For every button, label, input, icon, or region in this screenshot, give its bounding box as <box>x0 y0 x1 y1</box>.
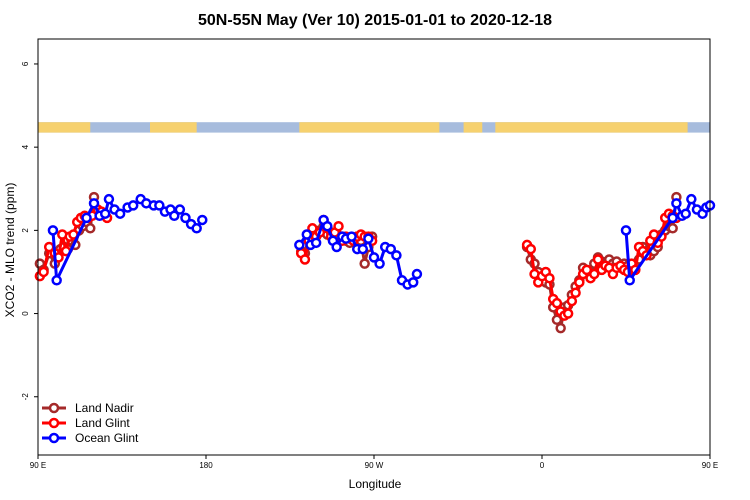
land-band <box>495 122 688 133</box>
data-point <box>667 223 678 234</box>
data-point <box>363 233 374 244</box>
data-point <box>359 258 370 269</box>
data-point <box>346 231 357 242</box>
data-point <box>99 208 111 219</box>
data-point <box>307 223 318 234</box>
x-axis-label: Longitude <box>349 477 402 491</box>
data-point <box>624 275 635 286</box>
data-point <box>301 229 313 240</box>
series-ocean-glint <box>47 193 716 290</box>
data-point <box>114 208 126 219</box>
y-tick-label: 0 <box>21 311 30 316</box>
x-tick-label: 90 W <box>365 461 384 470</box>
data-point <box>174 204 186 215</box>
data-point <box>368 252 380 263</box>
data-point <box>197 214 208 226</box>
data-point <box>551 314 563 326</box>
data-point <box>570 287 581 299</box>
data-point <box>391 250 402 261</box>
chart-title: 50N-55N May (Ver 10) 2015-01-01 to 2020-… <box>198 12 552 29</box>
y-tick-label: 4 <box>21 144 30 149</box>
data-point <box>85 223 96 234</box>
data-point <box>667 212 678 224</box>
data-point <box>127 200 139 211</box>
data-point <box>407 277 419 288</box>
data-point <box>322 220 333 232</box>
data-point <box>38 266 49 278</box>
y-tick-label: -2 <box>21 393 30 401</box>
data-point <box>310 237 322 249</box>
data-point <box>686 193 697 205</box>
data-point <box>592 254 604 265</box>
data-point <box>154 200 165 211</box>
legend-marker <box>48 432 60 444</box>
y-axis-label: XCO2 - MLO trend (ppm) <box>3 183 17 318</box>
series-layer <box>34 191 716 334</box>
data-point <box>555 322 566 334</box>
data-point <box>333 220 344 232</box>
data-point <box>566 295 578 307</box>
data-point <box>574 277 585 288</box>
y-tick-label: 6 <box>21 61 30 66</box>
data-point <box>81 212 92 224</box>
data-point <box>562 308 574 319</box>
data-point <box>620 225 632 236</box>
legend-marker <box>48 417 60 429</box>
data-point <box>299 254 311 265</box>
x-tick-label: 90 E <box>30 461 46 470</box>
data-point <box>191 223 202 234</box>
data-point <box>551 297 563 309</box>
data-point <box>357 243 369 255</box>
data-point <box>180 212 191 224</box>
data-point <box>589 268 600 280</box>
y-tick-label: 2 <box>21 228 30 233</box>
data-point <box>581 264 593 276</box>
data-point <box>47 225 59 236</box>
x-tick-label: 90 E <box>702 461 718 470</box>
legend-label: Land Glint <box>75 416 130 430</box>
x-tick-label: 0 <box>540 461 545 470</box>
land-ocean-strip <box>38 122 710 133</box>
legend-marker <box>48 402 60 414</box>
land-band <box>150 122 197 133</box>
data-point <box>671 198 682 209</box>
plot-frame <box>37 38 711 456</box>
y-axis: -2 0 2 4 6 <box>21 61 38 400</box>
x-axis: 90 E 180 90 W 0 90 E <box>30 455 718 470</box>
data-point <box>103 193 115 205</box>
legend-label: Ocean Glint <box>75 431 139 445</box>
series-land-nadir <box>34 191 682 334</box>
data-point <box>680 208 691 219</box>
data-point <box>385 243 397 255</box>
land-band <box>299 122 440 133</box>
data-point <box>411 268 423 280</box>
land-band <box>38 122 91 133</box>
data-point <box>88 198 100 209</box>
data-point <box>51 275 62 286</box>
land-band <box>463 122 483 133</box>
x-tick-label: 180 <box>199 461 213 470</box>
data-point <box>294 239 305 251</box>
data-point <box>544 272 555 284</box>
data-point <box>169 210 180 222</box>
legend-label: Land Nadir <box>75 401 134 415</box>
data-point <box>331 241 342 253</box>
data-point <box>525 243 537 255</box>
data-point <box>374 258 385 269</box>
